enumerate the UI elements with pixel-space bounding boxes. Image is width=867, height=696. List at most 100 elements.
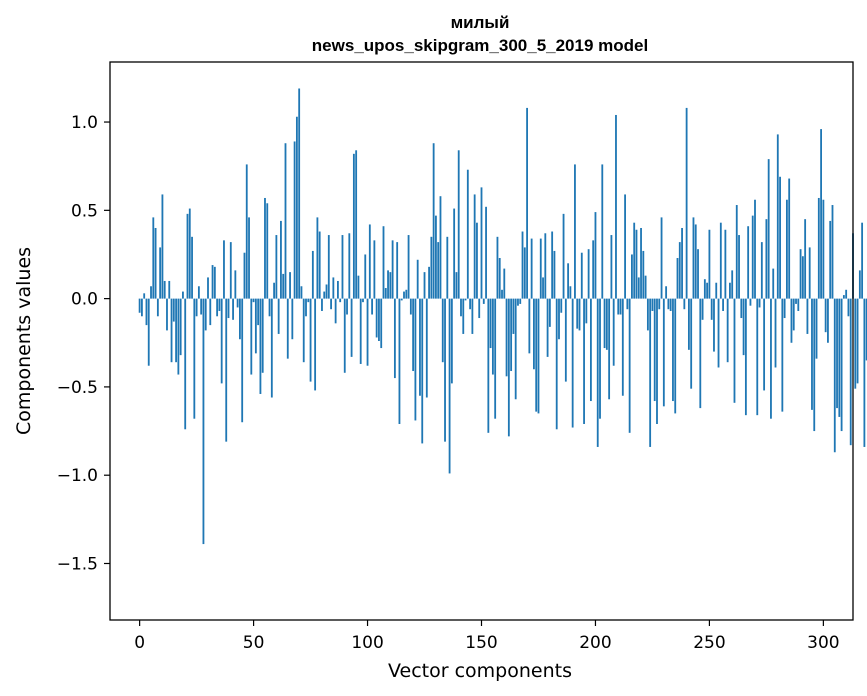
bar: [172, 298, 175, 322]
bar: [667, 298, 670, 310]
bar: [457, 150, 460, 299]
bar: [327, 235, 330, 299]
bar: [537, 298, 540, 414]
bar: [350, 298, 353, 357]
bar: [820, 129, 822, 299]
bar: [726, 298, 729, 363]
bar: [152, 217, 155, 299]
bar: [719, 222, 722, 299]
bar: [268, 298, 271, 317]
bar: [184, 298, 187, 430]
bar: [656, 298, 658, 424]
bar: [519, 298, 522, 304]
bar: [526, 107, 528, 299]
bar: [487, 298, 490, 433]
bar: [653, 298, 656, 402]
bar: [218, 298, 221, 311]
bar: [542, 277, 544, 299]
bar: [708, 229, 711, 299]
bar: [421, 298, 424, 444]
bar: [626, 298, 629, 310]
bar: [469, 298, 472, 310]
bar: [594, 212, 597, 299]
bar: [168, 280, 171, 299]
bar: [177, 298, 180, 375]
bar: [505, 298, 508, 377]
bar: [658, 298, 661, 310]
bar: [792, 298, 795, 331]
bar: [560, 298, 563, 313]
bar: [409, 298, 412, 315]
bar: [375, 298, 378, 338]
bar: [801, 256, 804, 299]
bar: [239, 298, 241, 340]
bar: [788, 178, 791, 299]
bar: [624, 194, 626, 299]
bar: [471, 298, 474, 334]
bar: [749, 298, 752, 306]
bar: [450, 298, 453, 384]
bar: [706, 282, 709, 299]
bar: [772, 268, 775, 299]
bar: [703, 279, 706, 299]
bar: [248, 217, 250, 299]
bar: [193, 298, 196, 419]
bar: [740, 298, 743, 319]
bar: [286, 298, 289, 359]
bar: [567, 263, 570, 299]
bar: [760, 242, 763, 299]
bar: [257, 298, 260, 326]
y-tick-label: 0.5: [71, 201, 98, 221]
bar: [175, 298, 177, 363]
x-tick-label: 250: [693, 633, 725, 653]
bar: [546, 298, 549, 357]
bar: [491, 298, 494, 375]
bar: [861, 222, 864, 299]
bar: [170, 298, 173, 363]
bar: [738, 235, 740, 299]
bar: [562, 213, 565, 299]
bar: [747, 226, 750, 299]
bar: [863, 298, 866, 447]
bar: [649, 298, 652, 447]
bar: [393, 298, 396, 379]
bar: [423, 272, 426, 299]
bar: [480, 187, 483, 299]
bar: [229, 242, 232, 299]
bar: [197, 286, 200, 299]
bar: [141, 298, 143, 317]
bar: [804, 219, 807, 299]
bar: [261, 298, 264, 373]
bar: [503, 268, 506, 299]
bar: [615, 114, 617, 299]
bar: [585, 298, 588, 324]
bar: [676, 258, 679, 299]
bar: [574, 164, 576, 299]
bar: [619, 298, 622, 315]
bar: [795, 298, 797, 304]
bar: [548, 298, 551, 327]
bar: [291, 298, 294, 340]
bar: [849, 298, 852, 446]
bar: [182, 291, 184, 299]
bar: [601, 164, 604, 299]
bar: [678, 242, 681, 299]
bar: [455, 272, 458, 299]
bar: [672, 298, 674, 402]
bar: [514, 298, 517, 400]
bar: [858, 270, 861, 299]
bar: [245, 164, 248, 299]
bar: [403, 291, 405, 299]
x-tick-label: 300: [807, 633, 839, 653]
bar: [223, 240, 225, 299]
x-axis-label: Vector components: [388, 660, 572, 682]
bar: [216, 298, 219, 317]
bar: [576, 298, 579, 329]
x-tick-label: 150: [465, 633, 497, 653]
x-tick-label: 200: [579, 633, 611, 653]
bar: [829, 220, 832, 299]
bar: [378, 298, 380, 341]
bar: [633, 222, 636, 299]
bar: [528, 298, 531, 354]
y-axis-label: Components values: [13, 247, 35, 435]
